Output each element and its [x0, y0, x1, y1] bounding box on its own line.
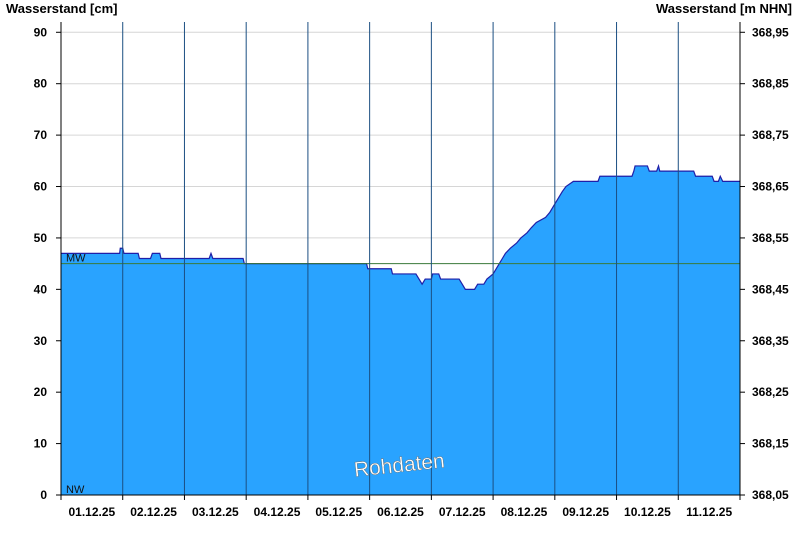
x-tick-label: 02.12.25: [130, 505, 177, 519]
y-left-tick-label: 60: [34, 180, 48, 194]
reference-label-nw: NW: [66, 484, 85, 496]
y-right-tick-label: 368,25: [752, 385, 789, 399]
y-right-tick-label: 368,15: [752, 437, 789, 451]
x-tick-label: 04.12.25: [254, 505, 301, 519]
x-tick-label: 11.12.25: [686, 505, 732, 519]
series-line: [61, 163, 740, 290]
y-left-tick-label: 0: [40, 488, 47, 502]
y-right-tick-label: 368,65: [752, 180, 789, 194]
x-tick-label: 10.12.25: [624, 505, 671, 519]
axes: [56, 22, 745, 500]
y-right-tick-label: 368,45: [752, 282, 789, 296]
x-tick-label: 07.12.25: [439, 505, 486, 519]
tick-labels: 0 10 20 30 40 50 60 70 80 90 368,05 368,15 368,25 368…: [34, 25, 789, 519]
y-right-tick-label: 368,85: [752, 77, 789, 91]
x-tick-label: 01.12.25: [69, 505, 116, 519]
day-separators: [122, 22, 679, 495]
y-right-tick-label: 368,35: [752, 334, 789, 348]
y-left-tick-label: 90: [34, 25, 48, 39]
area-fill: [61, 165, 740, 495]
y-right-tick-label: 368,75: [752, 128, 789, 142]
y-left-tick-label: 80: [34, 77, 48, 91]
x-tick-label: 05.12.25: [315, 505, 362, 519]
y-axis-title-right: Wasserstand [m NHN]: [655, 1, 792, 16]
y-left-tick-label: 30: [34, 334, 48, 348]
y-right-tick-label: 368,05: [752, 488, 789, 502]
x-tick-label: 06.12.25: [377, 505, 424, 519]
x-tick-label: 08.12.25: [501, 505, 548, 519]
y-axis-title-left: Wasserstand [cm]: [6, 1, 118, 16]
water-level-area: [61, 163, 740, 495]
y-right-tick-label: 368,95: [752, 25, 789, 39]
reference-label-mw: MW: [66, 253, 86, 265]
y-left-tick-label: 10: [34, 437, 48, 451]
reference-lines: MW NW: [61, 253, 740, 496]
y-left-tick-label: 40: [34, 282, 48, 296]
x-tick-label: 09.12.25: [562, 505, 609, 519]
y-right-tick-label: 368,55: [752, 231, 789, 245]
x-tick-label: 03.12.25: [192, 505, 239, 519]
y-left-tick-label: 70: [34, 128, 48, 142]
y-left-tick-label: 20: [34, 385, 48, 399]
y-left-tick-label: 50: [34, 231, 48, 245]
